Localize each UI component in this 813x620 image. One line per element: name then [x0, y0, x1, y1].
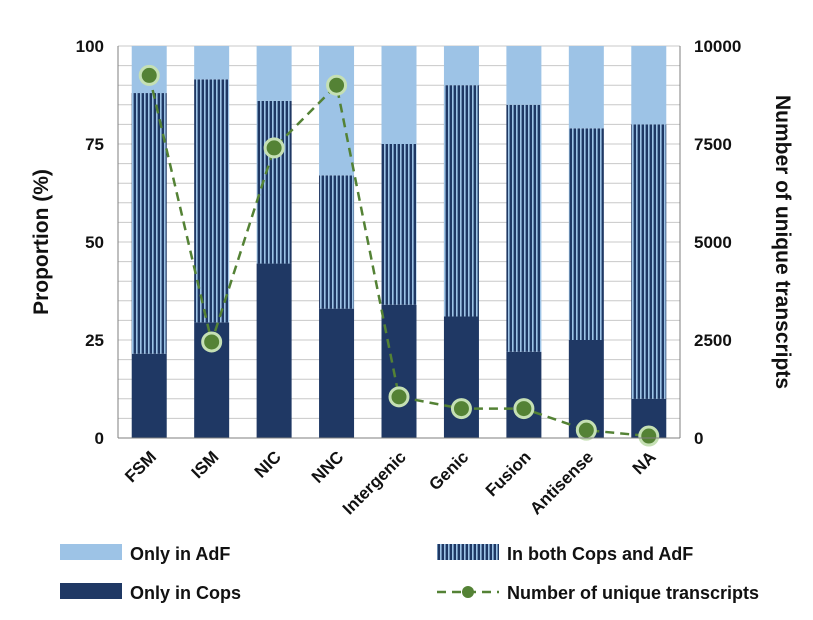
- y2-tick-label: 2500: [694, 331, 732, 350]
- line-unique-transcripts: [148, 75, 649, 438]
- line-point-nnc: [326, 74, 348, 96]
- bar-segment-ism-2: [194, 46, 230, 80]
- bar-segment-fusion-0: [506, 351, 542, 438]
- bar-segment-fsm-0: [131, 353, 167, 438]
- line-point-genic: [450, 398, 472, 420]
- legend-swatch-2: [60, 583, 122, 599]
- bar-segment-genic-1: [443, 85, 479, 317]
- x-tick-label: ISM: [188, 447, 223, 482]
- line-series-group: [138, 64, 660, 447]
- line-point-nic: [263, 137, 285, 159]
- y2-tick-label: 10000: [694, 37, 741, 56]
- y-tick-label: 0: [95, 429, 104, 448]
- legend: Only in AdF In both Cops and AdF Only in C…: [60, 544, 759, 603]
- bar-segment-fsm-1: [131, 93, 167, 354]
- bar-segment-fusion-1: [506, 104, 542, 352]
- line-point-na: [638, 425, 660, 447]
- bar-segment-nic-0: [256, 263, 292, 438]
- x-tick-label: Antisense: [526, 447, 597, 518]
- x-tick-label: NNC: [308, 447, 347, 486]
- line-point-intergenic: [388, 386, 410, 408]
- legend-label: In both Cops and AdF: [507, 544, 693, 564]
- bar-segment-antisense-1: [568, 128, 604, 340]
- y2-tick-label: 5000: [694, 233, 732, 252]
- line-point-fsm: [138, 64, 160, 86]
- x-tick-label: Intergenic: [339, 447, 410, 518]
- bar-segment-ism-1: [194, 79, 230, 323]
- y-tick-label: 100: [76, 37, 104, 56]
- x-tick-label: FSM: [121, 447, 160, 486]
- bar-segment-intergenic-2: [381, 46, 417, 144]
- bar-segment-nic-2: [256, 46, 292, 101]
- bar-segment-nnc-2: [319, 46, 355, 176]
- line-point-antisense: [575, 419, 597, 441]
- legend-label: Only in AdF: [130, 544, 230, 564]
- legend-swatch-0: [60, 544, 122, 560]
- bar-segment-genic-2: [443, 46, 479, 86]
- y-tick-label: 75: [85, 135, 104, 154]
- bar-segment-nnc-1: [319, 175, 355, 309]
- bar-segment-nnc-0: [319, 308, 355, 438]
- x-tick-label: NIC: [251, 447, 285, 481]
- legend-swatch-1: [437, 544, 499, 560]
- bar-segment-na-2: [631, 46, 667, 125]
- legend-line-marker: [462, 586, 474, 598]
- x-tick-label: NA: [629, 447, 660, 478]
- x-tick-label: Fusion: [482, 447, 535, 500]
- y2-axis-title: Number of unique transcripts: [771, 95, 794, 389]
- y2-tick-label: 0: [694, 429, 703, 448]
- legend-label: Only in Cops: [130, 583, 241, 603]
- bar-segment-antisense-2: [568, 46, 604, 129]
- y-tick-label: 50: [85, 233, 104, 252]
- legend-label: Number of unique transcripts: [507, 583, 759, 603]
- bar-segment-intergenic-0: [381, 304, 417, 438]
- bar-segment-intergenic-1: [381, 144, 417, 305]
- bars-group: [131, 46, 667, 438]
- y-axis-title: Proportion (%): [30, 169, 53, 315]
- bar-segment-fusion-2: [506, 46, 542, 105]
- line-point-ism: [201, 331, 223, 353]
- x-tick-label: Genic: [425, 447, 472, 494]
- y2-tick-label: 7500: [694, 135, 732, 154]
- line-point-fusion: [513, 398, 535, 420]
- y-tick-label: 25: [85, 331, 104, 350]
- bar-segment-na-1: [631, 124, 667, 399]
- bar-segment-genic-0: [443, 316, 479, 438]
